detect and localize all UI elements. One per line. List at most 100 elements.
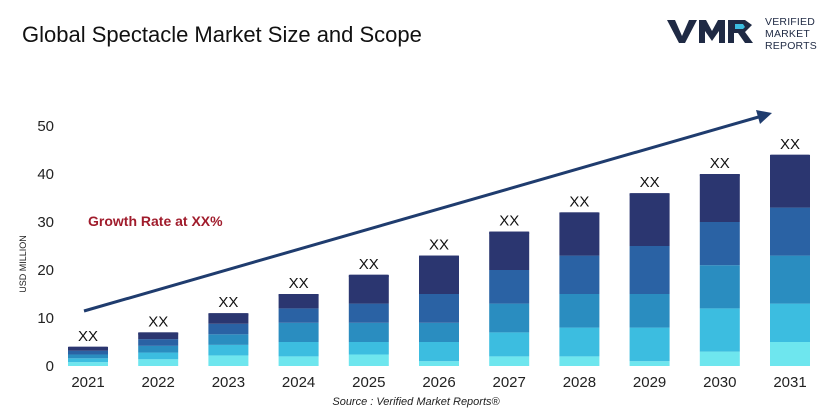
bar-value-label: XX <box>640 174 660 191</box>
bar-cap <box>419 255 459 259</box>
bar-segment <box>208 344 249 356</box>
bar-segment <box>629 327 670 362</box>
x-tick-label: 2024 <box>282 374 315 391</box>
bar-segment <box>419 342 459 362</box>
bar-segment <box>770 207 810 256</box>
bar-segment <box>419 322 459 342</box>
bar-value-label: XX <box>289 275 309 292</box>
bar-segment <box>138 352 179 360</box>
bar-value-label: XX <box>429 237 449 254</box>
x-tick-label: 2023 <box>212 374 245 391</box>
bar-segment <box>138 339 179 346</box>
bar-segment <box>348 342 389 355</box>
bar-segment <box>419 255 459 294</box>
bar-segment <box>278 294 319 309</box>
x-tick-label: 2027 <box>493 374 526 391</box>
bar-segment <box>208 355 249 366</box>
bar-cap <box>770 154 810 158</box>
bar-value-label: XX <box>148 313 168 330</box>
bar-segment <box>699 174 740 222</box>
x-tick-label: 2026 <box>422 374 455 391</box>
bar-segment <box>348 354 389 366</box>
bar-segment <box>489 303 530 333</box>
bar-segment <box>208 313 249 324</box>
bar-cap <box>629 193 670 197</box>
vmr-logo-wordmark: VERIFIED MARKET REPORTS <box>765 16 817 52</box>
bar-value-label: XX <box>359 256 379 273</box>
bar-segment <box>699 265 740 309</box>
bar-segment <box>629 361 670 366</box>
bar-segment <box>629 294 670 328</box>
logo-line-market: MARKET <box>765 28 810 40</box>
bar-segment <box>419 294 459 323</box>
x-tick-label: 2031 <box>773 374 806 391</box>
bar-segment <box>699 222 740 266</box>
x-tick-label: 2025 <box>352 374 385 391</box>
bar-segment <box>348 322 389 342</box>
bar-segment <box>68 354 108 359</box>
bar-cap <box>489 231 530 235</box>
logo-line-verified: VERIFIED <box>765 16 816 28</box>
bar-segment <box>559 294 600 328</box>
bar-cap <box>348 274 389 278</box>
bar-segment <box>68 358 108 363</box>
bar-value-label: XX <box>78 328 98 345</box>
bar-segment <box>489 270 530 304</box>
bar-cap <box>208 313 249 317</box>
bar-segment <box>278 308 319 323</box>
bar-segment <box>68 350 108 355</box>
y-tick-label: 50 <box>37 118 54 135</box>
bar-segment <box>699 308 740 352</box>
x-tick-label: 2030 <box>703 374 736 391</box>
bar-segment <box>489 332 530 357</box>
bar-segment <box>770 255 810 304</box>
bar-segment <box>770 154 810 208</box>
y-tick-label: 20 <box>37 262 54 279</box>
bar-segment <box>699 351 740 366</box>
x-tick-label: 2021 <box>71 374 104 391</box>
x-tick-label: 2029 <box>633 374 666 391</box>
bar-segment <box>489 231 530 270</box>
x-tick-label: 2028 <box>563 374 596 391</box>
bar-segment <box>348 274 389 304</box>
y-tick-label: 0 <box>46 358 54 375</box>
bar-segment <box>278 356 319 366</box>
bar-segment <box>559 212 600 256</box>
y-tick-label: 40 <box>37 166 54 183</box>
bar-segment <box>770 303 810 342</box>
bar-value-label: XX <box>780 136 800 153</box>
y-axis-title: USD MILLION <box>18 235 28 293</box>
bar-segment <box>138 345 179 353</box>
bar-cap <box>559 212 600 216</box>
bar-segment <box>770 342 810 366</box>
bar-segment <box>348 303 389 323</box>
bar-value-label: XX <box>218 294 238 311</box>
bar-segment <box>559 327 600 357</box>
bar-segment <box>278 322 319 342</box>
growth-rate-annotation: Growth Rate at XX% <box>88 213 223 229</box>
trend-arrow-head <box>756 110 772 124</box>
bar-segment <box>208 334 249 345</box>
bar-value-label: XX <box>710 155 730 172</box>
bar-cap <box>68 346 108 350</box>
bar-segment <box>68 362 108 366</box>
trend-arrow-line <box>83 114 763 313</box>
logo-line-reports: REPORTS <box>765 40 817 52</box>
bar-segment <box>489 356 530 366</box>
bar-segment <box>629 193 670 246</box>
bar-segment <box>278 342 319 357</box>
bar-segment <box>138 359 179 366</box>
bar-value-label: XX <box>569 193 589 210</box>
bar-value-label: XX <box>499 213 519 230</box>
vmr-logo: VERIFIED MARKET REPORTS <box>665 16 825 56</box>
bar-segment <box>208 323 249 335</box>
y-tick-label: 30 <box>37 214 54 231</box>
y-tick-label: 10 <box>37 310 54 327</box>
source-note: Source : Verified Market Reports® <box>332 396 500 408</box>
bar-segment <box>138 332 179 340</box>
bar-segment <box>559 356 600 366</box>
bar-cap <box>138 332 179 336</box>
bar-segment <box>559 255 600 294</box>
vmr-logo-mark <box>667 20 753 43</box>
